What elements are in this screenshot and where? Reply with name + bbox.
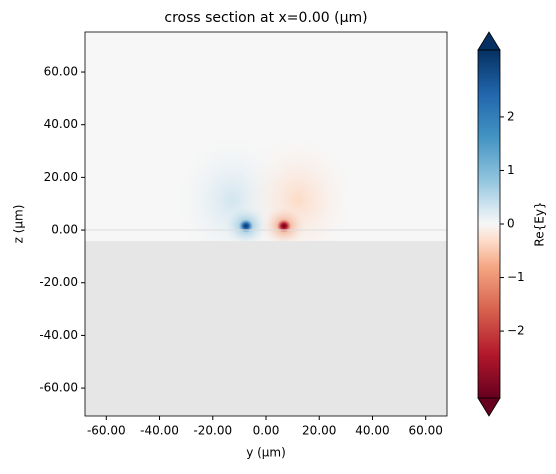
x-tick-label: -20.00 xyxy=(193,424,232,438)
colorbar-extend xyxy=(477,31,501,51)
colorbar-extend xyxy=(477,397,501,417)
x-tick-label: 40.00 xyxy=(355,424,389,438)
y-tick-label: -40.00 xyxy=(39,328,78,342)
colorbar-tick-label: −1 xyxy=(507,270,525,284)
x-tick-label: 20.00 xyxy=(302,424,336,438)
field-map xyxy=(85,32,447,416)
x-tick-label: -40.00 xyxy=(140,424,179,438)
y-tick-label: 40.00 xyxy=(44,117,78,131)
colorbar-tick-label: 1 xyxy=(507,163,515,177)
y-tick-label: -60.00 xyxy=(39,381,78,395)
y-tick-label: -20.00 xyxy=(39,275,78,289)
x-axis-label: y (μm) xyxy=(246,446,286,460)
colorbar-tick-label: 0 xyxy=(507,217,515,231)
x-tick-label: 0.00 xyxy=(253,424,280,438)
x-tick-label: 60.00 xyxy=(409,424,443,438)
y-tick-label: 0.00 xyxy=(51,223,78,237)
x-tick-label: -60.00 xyxy=(87,424,126,438)
y-axis-label: z (μm) xyxy=(12,205,26,244)
chart-title: cross section at x=0.00 (μm) xyxy=(164,10,367,26)
colorbar-tick-label: 2 xyxy=(507,109,515,123)
y-tick-label: 60.00 xyxy=(44,65,78,79)
colorbar-label: Re{Ey} xyxy=(533,201,547,246)
colorbar-tick-label: −2 xyxy=(507,324,525,338)
colorbar xyxy=(477,49,501,399)
y-tick-label: 20.00 xyxy=(44,170,78,184)
